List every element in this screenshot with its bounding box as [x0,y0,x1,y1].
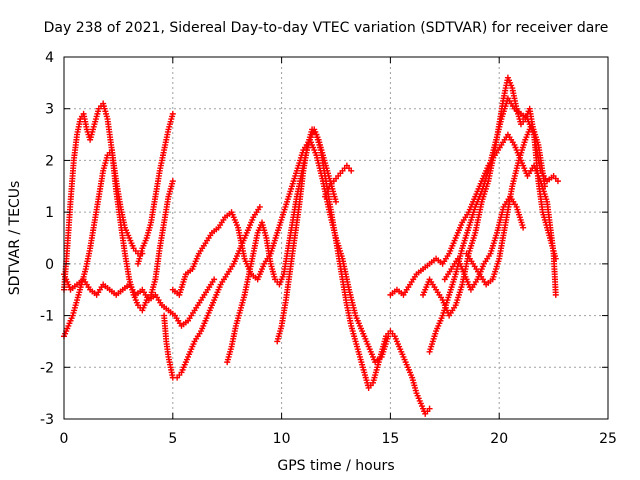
y-tick-label: 3 [45,102,54,118]
y-tick-label: 0 [45,257,54,273]
y-tick-label: 2 [45,153,54,169]
series-arc-13 [441,193,527,293]
chart-title: Day 238 of 2021, Sidereal Day-to-day VTE… [44,20,609,36]
series-arc-11 [420,74,559,319]
x-tick-label: 10 [273,431,291,447]
data-point [348,167,355,174]
y-tick-label: 1 [45,205,54,221]
data-point [520,224,527,231]
x-axis-label: GPS time / hours [277,458,394,474]
y-tick-label: -3 [40,412,54,428]
data-points [61,74,561,417]
data-point [554,178,561,185]
data-point [552,291,559,298]
series-arc-5 [161,203,263,381]
x-tick-label: 25 [599,431,617,447]
data-point [541,183,548,190]
axis-ticks: 0 5 10 15 20 25 -3 -2 -1 0 1 2 3 4 [40,50,617,447]
data-point [169,110,176,117]
x-tick-label: 0 [60,431,69,447]
y-axis-label: SDTVAR / TECUs [7,181,23,296]
series-arc-9 [322,162,355,200]
x-tick-label: 15 [381,431,399,447]
data-point [426,405,433,412]
series-arc-2 [61,100,176,314]
y-tick-label: -2 [40,360,54,376]
data-point [333,198,339,205]
data-point [169,178,176,185]
data-point [211,276,218,283]
data-point [256,203,263,210]
y-tick-label: 4 [45,50,54,66]
y-tick-label: -1 [40,309,54,325]
series-arc-14 [463,121,548,288]
series-arc-3 [61,271,218,329]
series-arc-8 [274,126,433,417]
series-arc-4 [134,110,176,267]
plot-frame [63,56,609,420]
x-tick-label: 20 [490,431,508,447]
data-point [552,255,559,262]
x-tick-label: 5 [168,431,177,447]
